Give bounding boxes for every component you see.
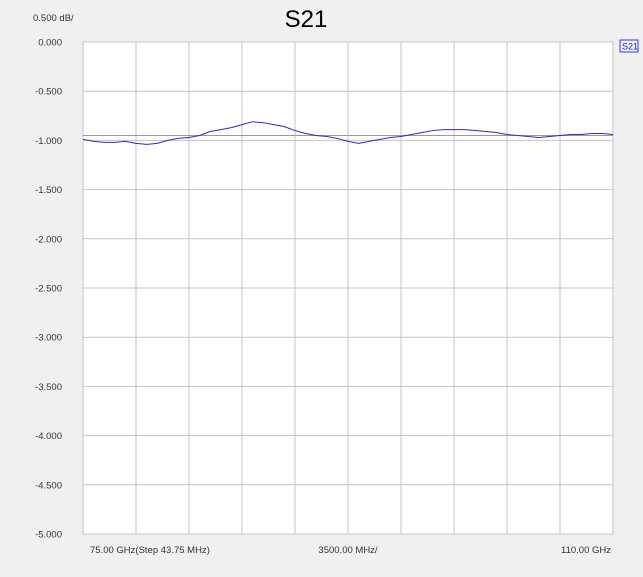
y-tick-labels: 0.000 -0.500 -1.000 -1.500 -2.000 -2.500 -3.00…: [35, 38, 62, 541]
grid-lines: [82, 41, 614, 535]
y-tick-label: -5.000: [35, 530, 62, 541]
x-start-label: 75.00 GHz(Step 43.75 MHz): [90, 545, 210, 556]
y-tick-label: -4.000: [35, 431, 62, 442]
x-end-label: 110.00 GHz: [561, 545, 611, 556]
chart-title: S21: [285, 6, 328, 33]
y-tick-label: -2.000: [35, 234, 62, 245]
y-tick-label: -3.500: [35, 382, 62, 393]
legend-box[interactable]: [619, 39, 639, 53]
y-tick-label: 0.000: [38, 38, 62, 49]
y-tick-label: -4.500: [35, 480, 62, 491]
x-scale-label: 3500.00 MHz/: [318, 545, 378, 556]
y-tick-label: -0.500: [35, 87, 62, 98]
s21-trace: [82, 121, 614, 145]
y-tick-label: -3.000: [35, 333, 62, 344]
scale-label: 0.500 dB/: [33, 13, 74, 24]
y-tick-label: -1.500: [35, 185, 62, 196]
legend-label-s21[interactable]: S21: [622, 42, 638, 52]
y-tick-label: -2.500: [35, 284, 62, 295]
y-tick-label: -1.000: [35, 136, 62, 147]
